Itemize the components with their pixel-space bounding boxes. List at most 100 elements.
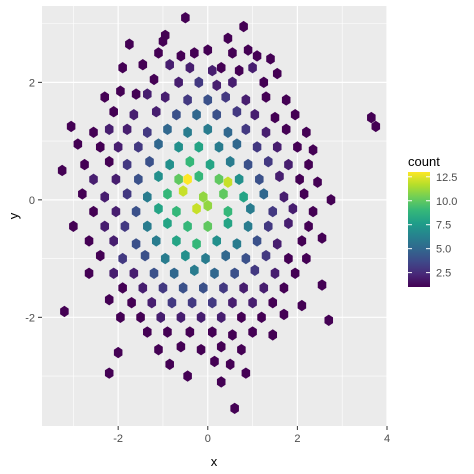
hexbin-cell xyxy=(223,126,233,138)
hexbin-cell xyxy=(371,120,381,133)
hexbin-cell xyxy=(228,329,237,341)
hexbin-cell xyxy=(158,282,168,294)
hexbin-cell xyxy=(149,73,159,86)
hexbin-cell xyxy=(284,217,293,230)
hexbin-cell xyxy=(250,264,260,277)
hexbin-cell xyxy=(243,220,253,232)
hexbin-cell xyxy=(131,205,141,218)
hexbin-cell xyxy=(190,47,199,59)
hexbin-cell xyxy=(111,173,121,185)
hexbin-cell xyxy=(243,44,253,56)
hexbin-cell xyxy=(104,123,114,136)
hexbin-cell xyxy=(143,326,152,338)
hexbin-cell xyxy=(104,155,114,168)
x-tick-label: 0 xyxy=(205,433,211,445)
hexbin-cell xyxy=(279,308,289,321)
hexbin-cell xyxy=(118,252,127,265)
hexbin-cell xyxy=(263,220,273,232)
hexbin-cell xyxy=(122,188,132,200)
hexbin-cell xyxy=(118,62,127,74)
hexbin-cell xyxy=(134,141,143,153)
hexbin-cell xyxy=(190,264,199,277)
legend-colorbar xyxy=(408,172,430,287)
hexbin-cell xyxy=(129,267,139,279)
y-tick-label: 0 xyxy=(29,195,35,207)
hexbin-cell xyxy=(221,249,230,262)
hexbin-cell xyxy=(176,311,186,324)
hexbin-cell xyxy=(250,108,260,121)
hexbin-cell xyxy=(143,126,152,138)
hexbin-cell xyxy=(317,232,327,244)
hexbin-cell xyxy=(199,282,208,294)
hexbin-cell xyxy=(109,106,118,118)
hexbin-cell xyxy=(104,294,114,306)
x-axis: -2 0 2 4 xyxy=(113,426,390,445)
hexbin-cell xyxy=(279,282,289,294)
hexbin-cell xyxy=(295,173,304,185)
hexbin-cell xyxy=(89,205,98,218)
hexbin-cell xyxy=(216,376,226,388)
hexbin-cell xyxy=(176,50,186,62)
hexbin-cell xyxy=(263,155,273,168)
hexbin-cell xyxy=(165,358,174,370)
hexbin-cell xyxy=(317,279,327,291)
hexbin-cell xyxy=(154,47,163,59)
hexbin-cell xyxy=(214,141,224,153)
hexbin-cell xyxy=(163,188,172,200)
hexbin-cell xyxy=(261,126,271,138)
hexbin-cell xyxy=(308,144,318,156)
x-axis-title: x xyxy=(211,454,218,469)
hexbin-cell xyxy=(95,141,105,153)
hexbin-cell xyxy=(154,170,163,183)
hexbin-cell xyxy=(147,296,157,309)
hexbin-cell xyxy=(367,111,376,124)
legend-ticks: 2.5 5.0 7.5 10.0 12.5 xyxy=(408,172,457,280)
x-tick-label: 4 xyxy=(384,433,390,445)
hexbin-cell xyxy=(261,91,271,103)
hexbin-cell xyxy=(134,173,143,185)
hexbin-cell xyxy=(270,111,280,124)
hexbin-cell xyxy=(290,267,300,279)
hexbin-cell xyxy=(163,217,172,230)
hexbin-cell xyxy=(187,296,197,309)
hexbin-cell xyxy=(151,106,161,118)
hexbin-cell xyxy=(230,402,239,415)
hexbin-cell xyxy=(172,205,181,218)
hexbin-cell xyxy=(196,311,206,324)
hexbin-cell xyxy=(120,220,130,232)
hexbin-cell xyxy=(279,191,289,203)
legend-break-label: 12.5 xyxy=(436,172,457,184)
hexbin-cell xyxy=(138,59,148,71)
hexbin-cell xyxy=(299,188,309,200)
hexbin-cell xyxy=(252,50,262,62)
hexbin-cell xyxy=(66,120,76,133)
hexbin-cell xyxy=(165,59,174,71)
hexbin-cell xyxy=(207,296,217,309)
color-legend: count 2.5 5.0 7.5 10.0 12.5 xyxy=(408,154,457,287)
hexbin-cell xyxy=(125,38,134,50)
hexbin-cell xyxy=(302,252,311,265)
hexbin-cell xyxy=(223,205,233,218)
hexbin-cell xyxy=(181,12,190,24)
hexbin-cell xyxy=(216,62,226,74)
hexbin-cell xyxy=(284,158,293,171)
hexbin-cell xyxy=(268,296,278,309)
hexbin-cell xyxy=(160,91,170,103)
hexbin-cell xyxy=(297,235,307,247)
hexbin-cell xyxy=(270,267,280,279)
hexbin-cell xyxy=(234,173,244,185)
y-tick-label: 2 xyxy=(29,77,35,89)
hexbin-cell xyxy=(228,296,237,309)
hexbin-cell xyxy=(230,267,239,279)
hexbin-cell xyxy=(239,20,248,33)
hexbin-cell xyxy=(232,106,242,118)
hexbin-cell xyxy=(60,305,69,318)
hexbin-cell xyxy=(239,191,248,203)
hexbin-cell xyxy=(122,123,132,136)
hexbin-cell xyxy=(201,252,210,265)
hexbin-cell xyxy=(232,238,242,250)
hexbin-cell xyxy=(259,188,269,200)
hexbin-cell xyxy=(221,91,230,103)
hexbin-cell xyxy=(241,94,251,106)
legend-break-label: 10.0 xyxy=(436,196,457,208)
